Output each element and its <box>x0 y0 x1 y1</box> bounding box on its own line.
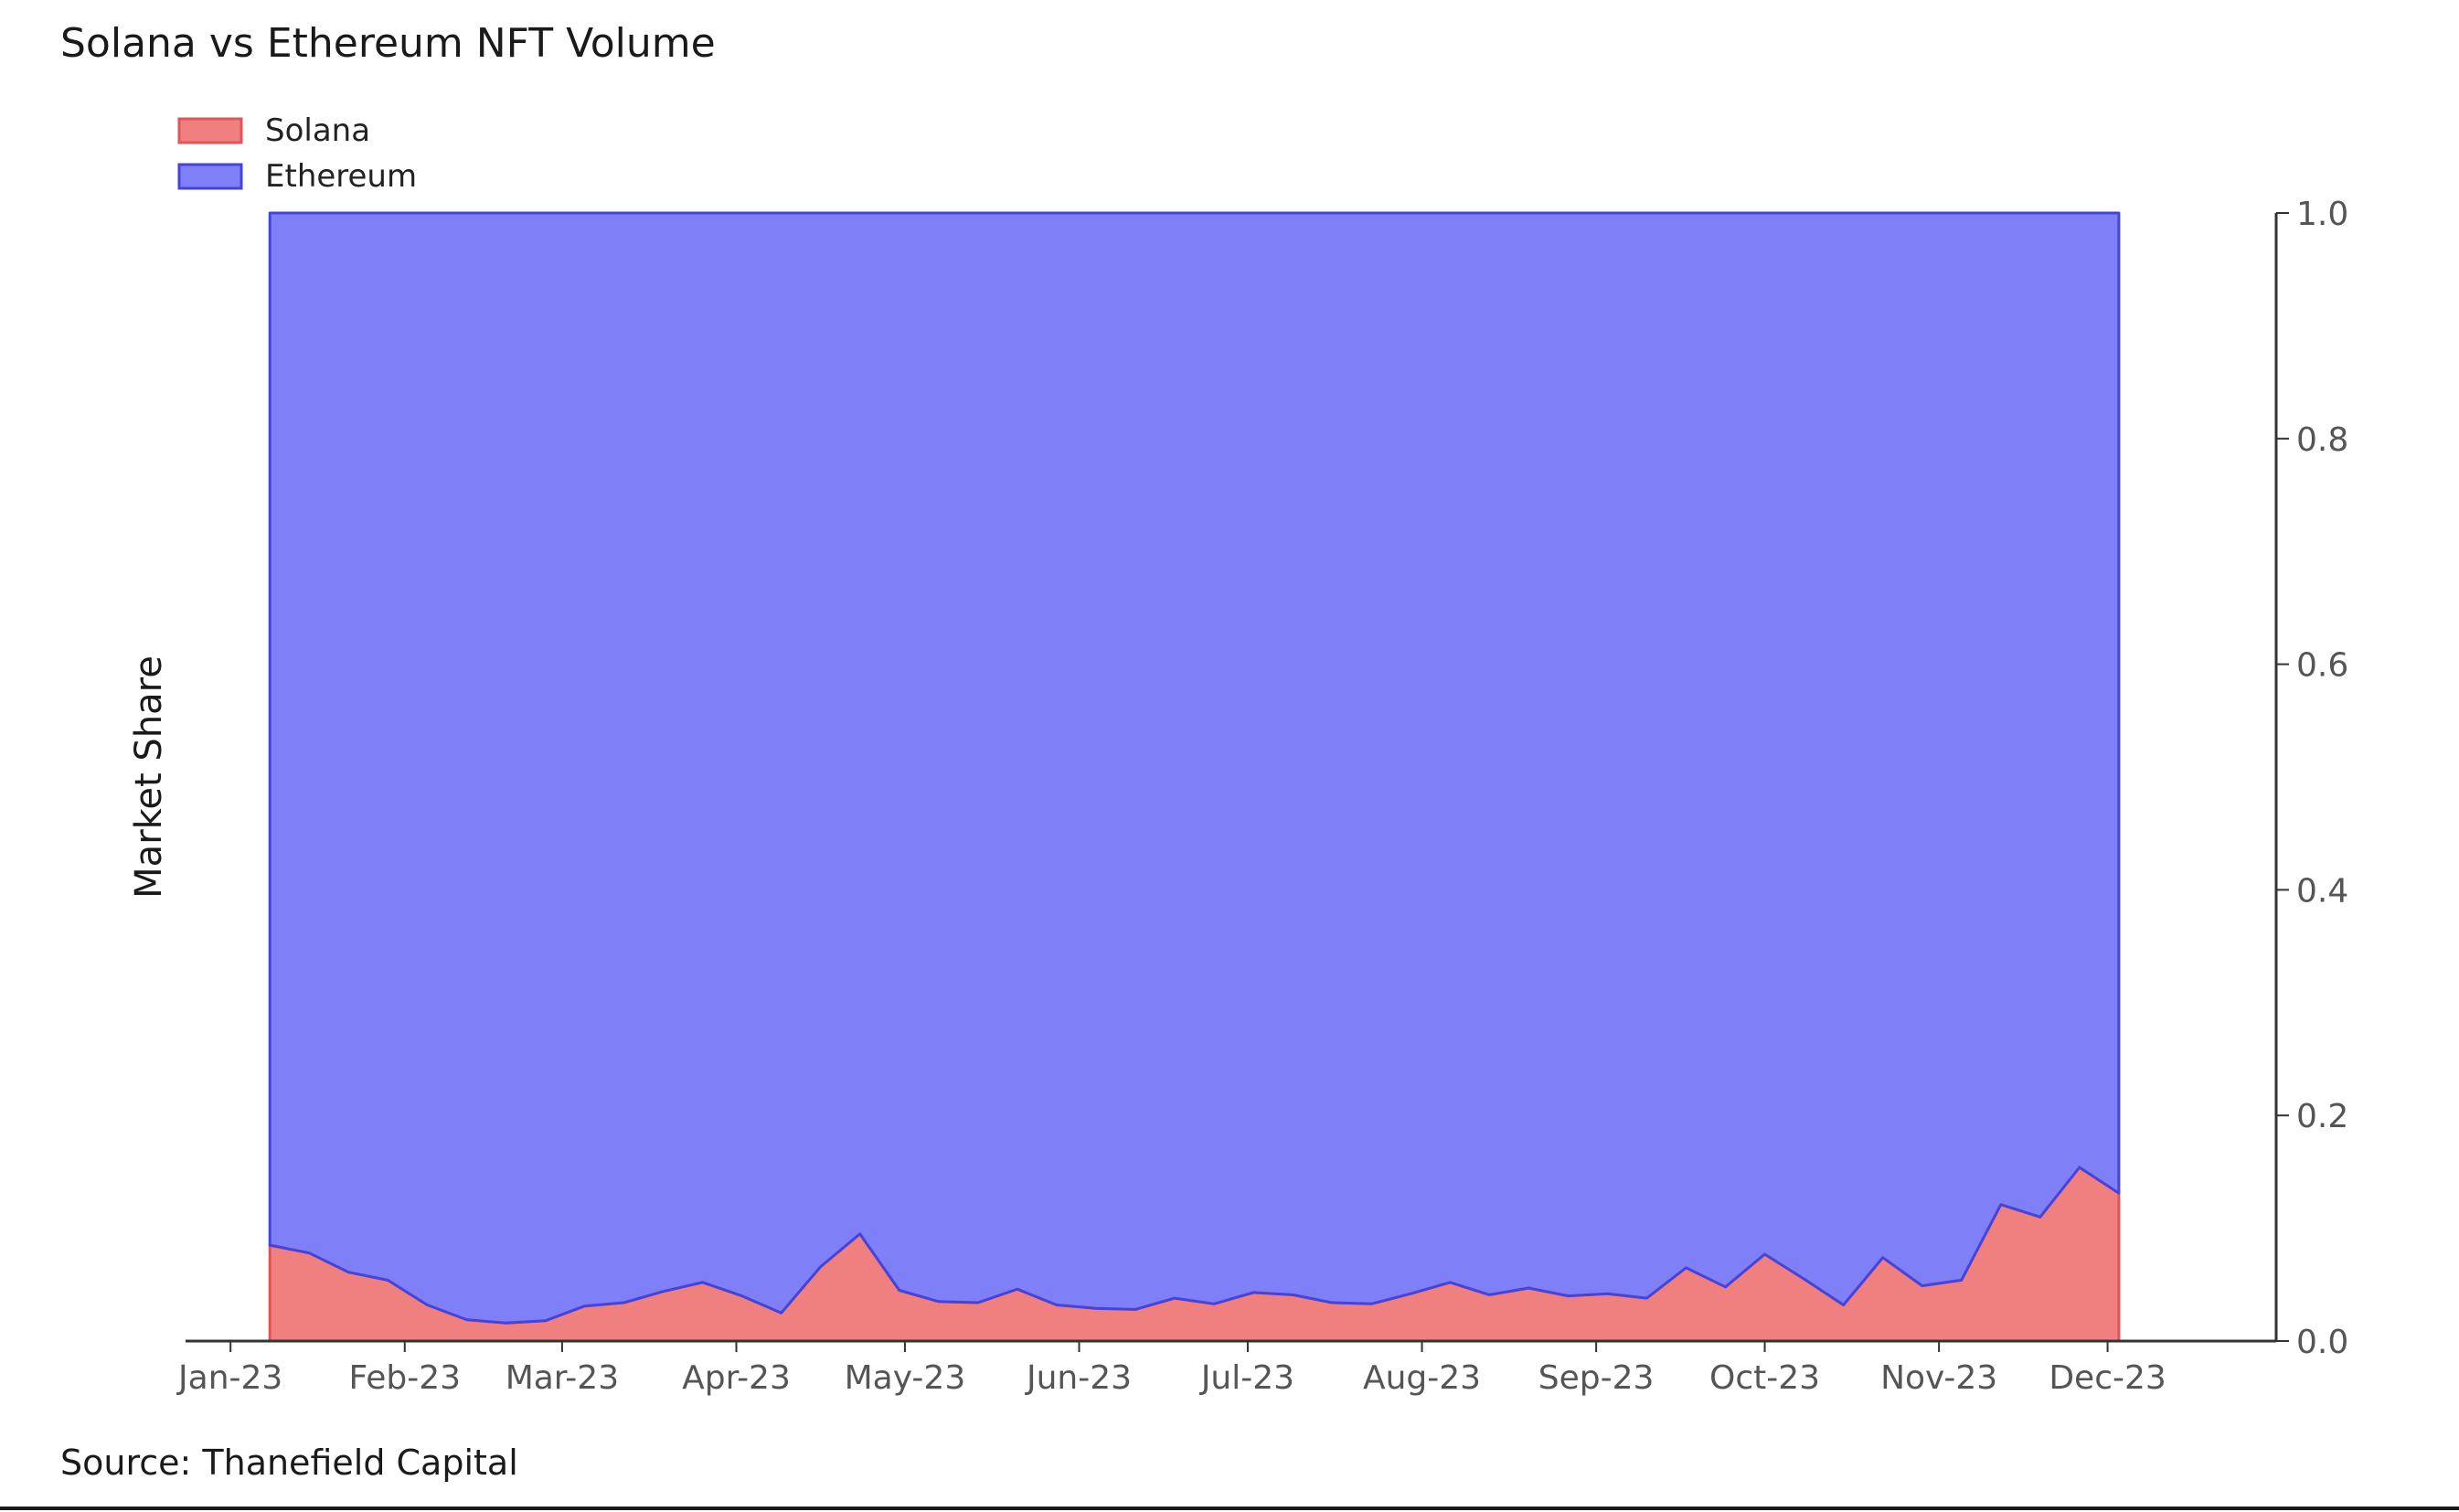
x-tick-label: Nov-23 <box>1880 1359 1997 1397</box>
chart-title: Solana vs Ethereum NFT Volume <box>60 20 716 67</box>
area-ethereum <box>268 211 2121 1325</box>
x-tick-label: Mar-23 <box>506 1359 619 1397</box>
legend-label-ethereum: Ethereum <box>265 158 417 195</box>
area-layer <box>268 211 2121 1343</box>
bottom-divider <box>0 1507 2459 1510</box>
legend-swatch-ethereum <box>177 163 243 190</box>
x-tick-label: Jun-23 <box>1025 1359 1132 1397</box>
legend-label-solana: Solana <box>265 112 370 149</box>
y-tick-label: 0.0 <box>2296 1324 2348 1361</box>
x-tick-label: Apr-23 <box>682 1359 791 1397</box>
x-tick-label: Oct-23 <box>1709 1359 1820 1397</box>
x-tick-label: Dec-23 <box>2049 1359 2166 1397</box>
y-tick-label: 1.0 <box>2296 196 2348 233</box>
axes-layer: Jan-23 Feb-23 Mar-23 Apr-23 May-23 Jun-23 Jul-… <box>176 196 2348 1397</box>
y-tick-label: 0.8 <box>2296 421 2348 459</box>
y-tick-label: 0.6 <box>2296 647 2348 685</box>
x-tick-label: May-23 <box>845 1359 966 1397</box>
x-tick-label: Jul-23 <box>1199 1359 1294 1397</box>
y-tick-label: 0.2 <box>2296 1098 2348 1135</box>
x-tick-label: Feb-23 <box>348 1359 461 1397</box>
x-tick-label: Jan-23 <box>176 1359 282 1397</box>
source-note: Source: Thanefield Capital <box>60 1443 518 1483</box>
x-tick-label: Aug-23 <box>1363 1359 1481 1397</box>
legend: Solana Ethereum <box>177 112 417 195</box>
x-tick-label: Sep-23 <box>1538 1359 1655 1397</box>
y-tick-label: 0.4 <box>2296 872 2348 910</box>
y-axis-label: Market Share <box>128 655 170 899</box>
legend-swatch-solana <box>177 117 243 144</box>
